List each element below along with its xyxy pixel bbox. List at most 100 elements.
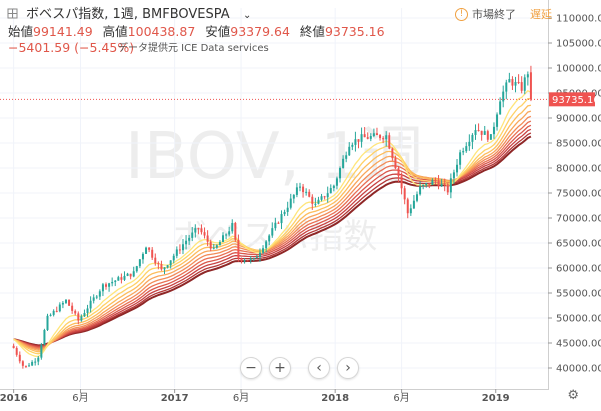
candle — [443, 178, 446, 192]
last-price-label: 93735.16 — [549, 92, 600, 107]
symbol-name: ボベスパ指数 — [26, 7, 104, 22]
candle-body — [249, 258, 252, 261]
candle — [446, 182, 449, 195]
candle — [80, 314, 83, 322]
candle-body — [52, 310, 55, 315]
candle-body — [105, 284, 108, 287]
candle-body — [194, 228, 197, 233]
candle-body — [197, 228, 200, 230]
candle — [24, 365, 27, 368]
candle-body — [120, 277, 123, 280]
candle — [268, 234, 271, 246]
candle — [302, 183, 305, 198]
scroll-left-button[interactable]: ‹ — [308, 357, 330, 379]
candle-body — [311, 196, 314, 204]
candle-body — [240, 258, 243, 261]
time-tick-label: 6月 — [233, 392, 249, 404]
candle-body — [15, 348, 18, 355]
price-axis[interactable]: 40000.00 45000.00 50000.00 55000.00 60000.00… — [548, 0, 601, 390]
zoom-in-button[interactable]: + — [269, 357, 291, 379]
candle-body — [412, 200, 415, 209]
expand-icon[interactable] — [7, 8, 18, 19]
low-value: 93379.64 — [230, 24, 290, 39]
candle-body — [46, 315, 49, 330]
legend: ボベスパ指数, 1週, BMFBOVESPA ⌄ 始値99141.49 高値10… — [7, 7, 385, 55]
candle — [363, 127, 366, 138]
price-tick-label: 70000.00 — [556, 214, 601, 225]
candle — [280, 210, 283, 230]
candle — [101, 282, 104, 297]
time-axis[interactable]: 2016 6月 2017 6月 2018 6月 2019 — [0, 389, 548, 406]
candle-body — [258, 252, 261, 258]
price-tick-label: 40000.00 — [556, 364, 601, 375]
price-tick-label: 90000.00 — [556, 114, 601, 125]
candle-body — [431, 180, 434, 185]
candle-body — [123, 275, 126, 280]
delayed-badge[interactable]: 遅延 — [530, 8, 552, 21]
candle-body — [151, 249, 154, 258]
candle-body — [406, 199, 409, 214]
candle-body — [114, 280, 117, 282]
candle — [526, 71, 529, 86]
candle — [502, 85, 505, 108]
candle — [342, 155, 345, 169]
candle — [46, 313, 49, 331]
candle-body — [18, 354, 21, 362]
candle — [431, 178, 434, 186]
candle — [489, 134, 492, 140]
candle-body — [132, 271, 135, 277]
candle — [37, 355, 40, 366]
candle-body — [141, 253, 144, 260]
candle-body — [345, 155, 348, 159]
chevron-down-icon[interactable]: ⌄ — [243, 10, 251, 21]
candle — [154, 253, 157, 266]
candle-body — [283, 211, 286, 215]
candle-body — [526, 74, 529, 78]
candle-body — [394, 158, 397, 169]
data-provider: データ提供元 ICE Data services — [118, 41, 269, 54]
last-price-value: 93735.16 — [552, 95, 600, 106]
candle-body — [474, 130, 477, 135]
zoom-out-button[interactable]: − — [240, 357, 262, 379]
candle — [191, 227, 194, 242]
candle — [108, 282, 111, 292]
candle-body — [342, 158, 345, 169]
candle-body — [234, 222, 237, 240]
candle-body — [71, 305, 74, 311]
candle-body — [98, 291, 101, 297]
candle — [61, 301, 64, 309]
candle-body — [163, 267, 166, 270]
candle-body — [268, 235, 271, 242]
candle — [52, 309, 55, 317]
price-tick-label: 55000.00 — [556, 289, 601, 300]
scroll-right-button[interactable]: › — [337, 357, 359, 379]
candle-body — [468, 141, 471, 147]
candle-body — [222, 235, 225, 243]
candle — [415, 191, 418, 203]
candle — [459, 149, 462, 170]
candle-body — [126, 273, 129, 276]
open-value: 99141.49 — [33, 24, 93, 39]
candle-body — [31, 361, 34, 366]
candle-body — [511, 79, 514, 86]
candle — [145, 246, 148, 254]
candle — [92, 294, 95, 304]
change-value: −5401.59 (−5.45%) — [8, 40, 134, 55]
candle — [18, 351, 21, 364]
svg-text:ボベスパ指数, 1週, BMFBOVESPA: ボベスパ指数, 1週, BMFBOVESPA — [26, 7, 230, 22]
candle-body — [437, 180, 440, 187]
candle-body — [55, 310, 58, 312]
candle — [483, 125, 486, 135]
candle-body — [332, 185, 335, 189]
gear-icon[interactable]: ⚙ — [567, 388, 579, 403]
candle — [428, 183, 431, 189]
candle — [419, 181, 422, 196]
candle — [348, 142, 351, 156]
candle-body — [209, 241, 212, 249]
market-status: ! 市場終了 遅延 — [455, 6, 552, 22]
candle — [141, 252, 144, 264]
candle — [58, 302, 61, 313]
candle — [237, 234, 240, 262]
